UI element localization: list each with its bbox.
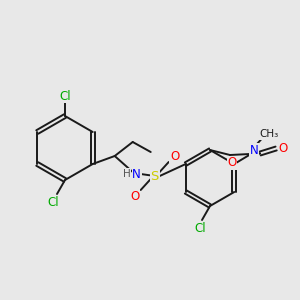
Text: S: S <box>151 169 159 182</box>
Text: H: H <box>123 169 131 179</box>
Text: N: N <box>250 143 259 157</box>
Text: N: N <box>132 167 141 181</box>
Text: O: O <box>130 190 139 202</box>
Text: Cl: Cl <box>194 221 206 235</box>
Text: Cl: Cl <box>59 89 71 103</box>
Text: O: O <box>170 149 179 163</box>
Text: Cl: Cl <box>47 196 59 208</box>
Text: CH₃: CH₃ <box>260 129 279 139</box>
Text: O: O <box>278 142 288 155</box>
Text: O: O <box>227 157 237 169</box>
